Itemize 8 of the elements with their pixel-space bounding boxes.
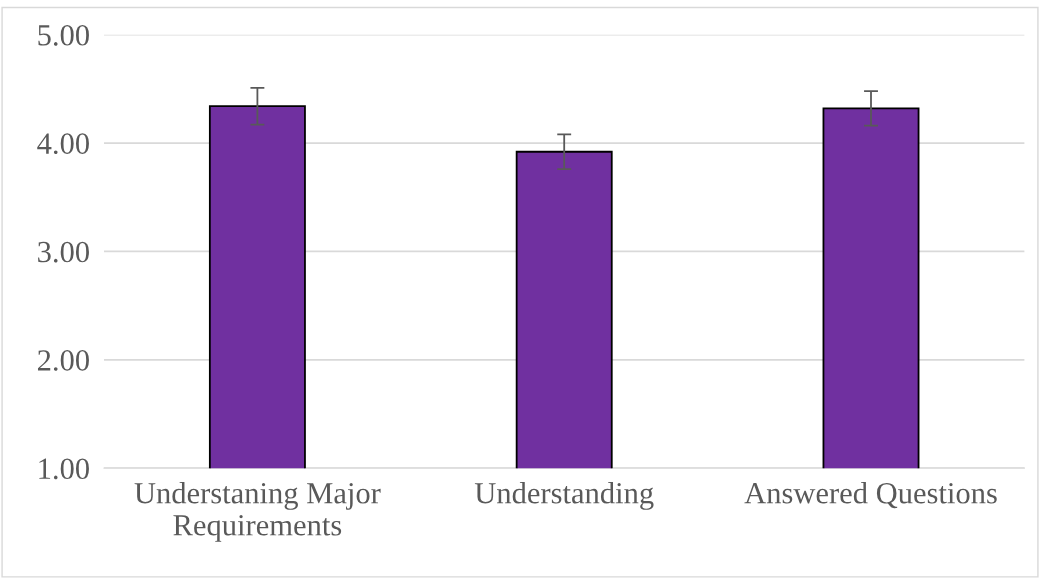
y-tick-label: 5.00 [38, 24, 89, 46]
x-tick-label: Understaning Major Requirements [134, 482, 381, 542]
x-tick-label: Answered Questions [744, 482, 997, 509]
y-tick-label: 2.00 [37, 350, 89, 371]
y-tick-label: 3.00 [38, 241, 89, 263]
y-tick-label: 1.00 [39, 458, 89, 480]
x-tick-label: Understanding [474, 482, 654, 510]
y-tick-label: 4.00 [37, 133, 89, 155]
